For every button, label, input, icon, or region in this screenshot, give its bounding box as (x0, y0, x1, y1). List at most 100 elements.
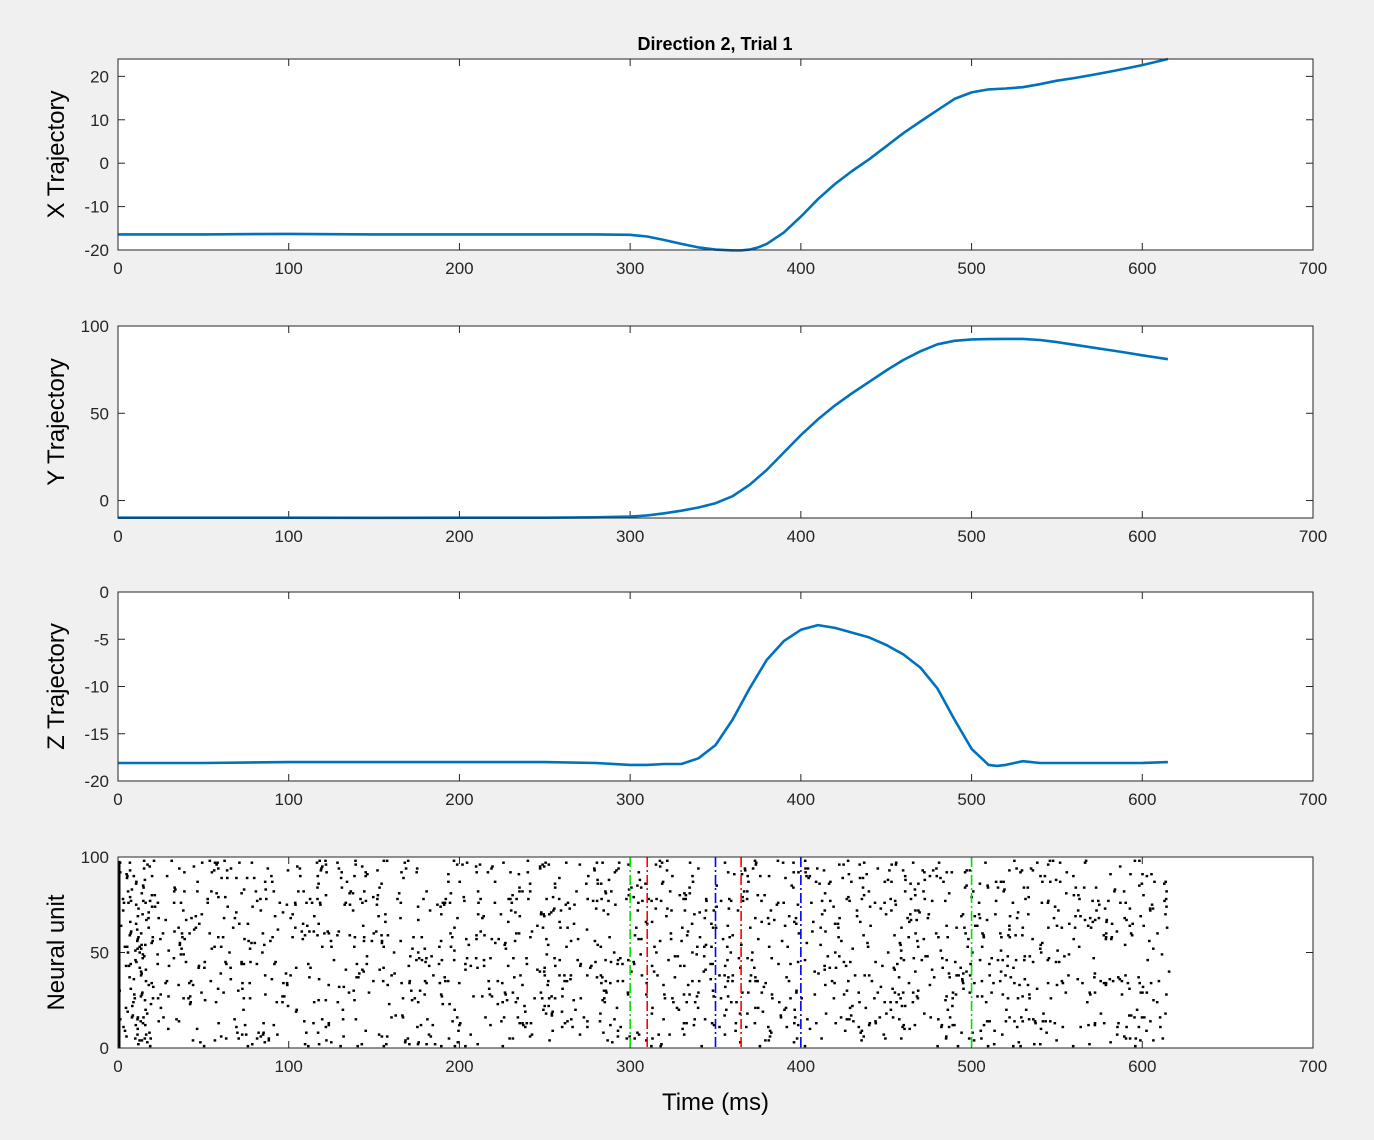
spike (1141, 985, 1145, 989)
spike (615, 1006, 619, 1010)
spike (770, 957, 773, 960)
spike (1008, 936, 1012, 939)
spike (761, 1010, 765, 1013)
spike (550, 995, 553, 998)
spike (165, 874, 169, 878)
spike (682, 1033, 686, 1036)
spike (768, 1029, 772, 1032)
spike (654, 907, 658, 910)
spike (857, 991, 860, 994)
spike (779, 1016, 783, 1019)
spike (756, 1006, 760, 1010)
spike (358, 972, 361, 975)
spike (423, 947, 427, 950)
spike (954, 993, 958, 996)
spike (235, 1025, 238, 1029)
spike (386, 934, 390, 937)
spike (728, 936, 731, 939)
spike (754, 863, 758, 866)
spike (482, 964, 486, 968)
y-tick-label: 100 (81, 317, 109, 336)
spike (1042, 1012, 1045, 1015)
spike (1028, 993, 1031, 996)
x-tick-label: 600 (1128, 259, 1156, 278)
spike (493, 901, 497, 904)
spike (127, 901, 130, 904)
spike (453, 1044, 457, 1048)
spike (354, 859, 357, 862)
spike (899, 997, 902, 1000)
spike (426, 1018, 429, 1021)
spike (677, 1008, 681, 1011)
spike (151, 997, 155, 1000)
spike (718, 1025, 721, 1029)
spike (1117, 1022, 1120, 1025)
spike (448, 901, 452, 904)
spike (565, 945, 568, 948)
spike (504, 941, 507, 945)
spike (377, 1033, 381, 1036)
spike (834, 951, 837, 954)
spike (636, 884, 639, 887)
spike (767, 1025, 770, 1029)
spike (1013, 981, 1016, 985)
spike (660, 1043, 663, 1046)
spike (453, 949, 456, 952)
spike (610, 890, 613, 893)
spike (764, 981, 767, 985)
spike (134, 1037, 137, 1040)
spike (172, 890, 176, 893)
spike (189, 979, 193, 983)
spike (134, 958, 137, 962)
spike (837, 926, 840, 929)
spike (883, 901, 886, 904)
spike (946, 1008, 950, 1011)
spike (908, 920, 911, 924)
spike (403, 1041, 407, 1044)
spike (228, 951, 231, 954)
spike (439, 939, 443, 943)
spike (295, 1008, 298, 1011)
axes-box (117, 856, 1314, 1049)
spike (499, 913, 503, 916)
spike (746, 957, 749, 960)
spike (208, 932, 211, 935)
spike (504, 993, 507, 996)
spike (863, 974, 866, 977)
spike (514, 1001, 518, 1004)
spike (1152, 999, 1155, 1002)
spike (547, 1004, 550, 1008)
spike (670, 909, 673, 912)
spike (490, 867, 493, 870)
spike (726, 995, 730, 998)
spike (465, 937, 468, 941)
spike (458, 1023, 461, 1027)
spike (172, 901, 176, 904)
spike (884, 913, 888, 916)
spike (133, 997, 137, 1000)
spike (178, 867, 181, 870)
spike (900, 1037, 903, 1040)
spike (351, 909, 355, 912)
spike (572, 999, 575, 1002)
spike (862, 894, 866, 897)
spike (968, 869, 972, 872)
spike (890, 880, 893, 883)
spike (715, 884, 718, 887)
spike (294, 1010, 298, 1013)
spike (229, 867, 233, 870)
spike (1077, 894, 1080, 897)
spike (900, 926, 903, 929)
spike (1079, 915, 1082, 918)
spike (773, 918, 776, 922)
spike (353, 936, 357, 939)
spike (907, 981, 911, 985)
spike (150, 874, 154, 878)
spike (125, 873, 128, 876)
spike (1041, 941, 1044, 945)
spike (783, 924, 787, 927)
spike (1157, 979, 1161, 983)
spike (601, 999, 604, 1002)
spike (196, 890, 199, 893)
spike (474, 957, 478, 960)
